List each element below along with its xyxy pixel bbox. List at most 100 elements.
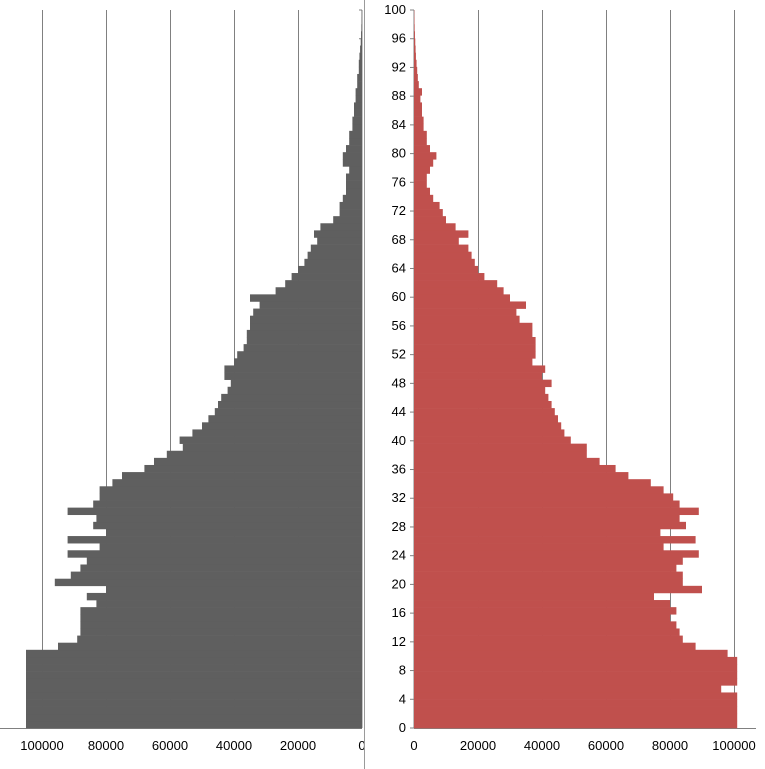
female-bar xyxy=(414,393,549,402)
male-bar xyxy=(80,621,363,629)
male-bar xyxy=(224,365,362,373)
female-bar xyxy=(414,351,536,359)
male-bar xyxy=(349,137,362,146)
male-bar xyxy=(253,308,362,316)
female-bar xyxy=(414,408,555,416)
male-bar xyxy=(93,521,362,530)
female-bar xyxy=(414,137,427,146)
male-bar xyxy=(80,607,363,615)
male-bar xyxy=(352,123,362,132)
male-bar xyxy=(342,152,362,160)
male-bar xyxy=(354,109,362,117)
male-bar xyxy=(346,187,362,196)
female-bar xyxy=(414,436,571,444)
male-bar xyxy=(26,671,362,679)
female-bar xyxy=(414,258,475,267)
male-bar xyxy=(166,450,362,459)
male-bar xyxy=(202,422,362,430)
female-x-tick-label: 60000 xyxy=(588,738,624,753)
female-bar xyxy=(414,578,683,587)
male-x-tick-label: 40000 xyxy=(216,738,252,753)
male-bar xyxy=(250,322,362,331)
age-tick-label: 24 xyxy=(392,548,406,563)
male-bar xyxy=(208,415,362,423)
female-bar xyxy=(414,521,686,530)
female-bar xyxy=(414,443,587,452)
female-bar xyxy=(414,223,456,231)
female-bar xyxy=(414,543,664,551)
age-tick-label: 52 xyxy=(392,347,406,362)
female-bar xyxy=(414,678,738,686)
male-bar xyxy=(361,24,362,32)
female-bar xyxy=(414,607,677,615)
female-pyramid-chart: 0481216202428323640444852566064687276808… xyxy=(364,0,756,769)
female-bar xyxy=(414,45,416,53)
male-bar xyxy=(214,408,362,416)
age-tick-label: 88 xyxy=(392,88,406,103)
female-bar xyxy=(414,95,421,103)
female-bar xyxy=(414,315,520,324)
male-bar xyxy=(106,528,362,537)
female-bar xyxy=(414,649,728,658)
age-tick-label: 84 xyxy=(392,117,406,132)
male-bar xyxy=(122,472,362,480)
male-bar xyxy=(230,379,362,388)
female-bar xyxy=(414,287,504,295)
age-tick-label: 76 xyxy=(392,174,406,189)
age-tick-label: 12 xyxy=(392,634,406,649)
male-bar xyxy=(26,685,362,693)
male-bar xyxy=(234,358,362,366)
male-bar xyxy=(182,443,362,452)
female-x-tick-label: 100000 xyxy=(712,738,755,753)
age-tick-label: 8 xyxy=(399,663,406,678)
female-bar xyxy=(414,344,536,352)
male-bar xyxy=(357,73,362,82)
male-bar xyxy=(246,337,362,345)
male-bar xyxy=(80,614,363,622)
male-bar xyxy=(26,656,362,665)
male-bar xyxy=(314,230,362,238)
female-bar xyxy=(414,358,533,366)
female-bar xyxy=(414,564,677,572)
male-bar xyxy=(237,351,362,359)
male-bar xyxy=(342,159,362,167)
male-bar xyxy=(339,209,362,217)
male-bar xyxy=(26,720,362,729)
female-bar xyxy=(414,486,664,494)
male-bar xyxy=(358,66,362,75)
male-bar xyxy=(243,344,362,352)
female-bar xyxy=(414,159,434,167)
age-tick-label: 92 xyxy=(392,59,406,74)
female-bar xyxy=(414,201,440,210)
male-bar xyxy=(221,393,362,402)
female-bar xyxy=(414,685,722,693)
age-tick-label: 96 xyxy=(392,31,406,46)
age-tick-label: 100 xyxy=(384,2,406,17)
male-bar xyxy=(339,201,362,210)
female-bar xyxy=(414,237,459,245)
male-bar xyxy=(360,38,362,46)
female-bar xyxy=(414,664,738,672)
male-bar xyxy=(304,258,362,267)
age-tick-label: 60 xyxy=(392,289,406,304)
female-bar xyxy=(414,592,654,601)
male-bar xyxy=(96,600,363,608)
female-bar xyxy=(414,88,422,96)
female-bar xyxy=(414,464,616,473)
age-tick-label: 44 xyxy=(392,404,406,419)
female-bar xyxy=(414,365,546,373)
male-bar xyxy=(26,699,362,707)
female-bar xyxy=(414,194,434,203)
male-x-tick-label: 0 xyxy=(358,738,364,753)
female-bar xyxy=(414,621,677,629)
female-bar xyxy=(414,372,542,380)
male-bar xyxy=(333,216,362,224)
female-bar xyxy=(414,166,430,174)
male-bar xyxy=(346,145,362,153)
female-bar xyxy=(414,472,629,480)
female-bar xyxy=(414,642,696,651)
age-tick-label: 48 xyxy=(392,375,406,390)
female-bar xyxy=(414,720,738,729)
male-bar xyxy=(99,493,362,501)
age-tick-label: 20 xyxy=(392,576,406,591)
